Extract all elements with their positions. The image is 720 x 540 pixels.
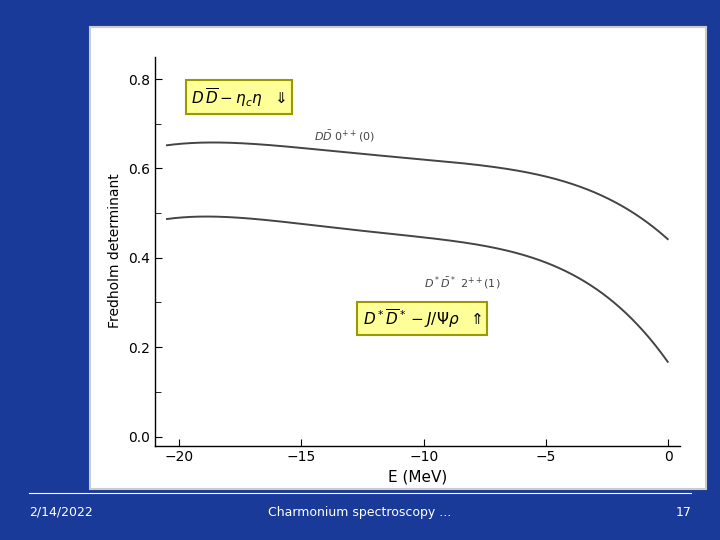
Text: $D\,\overline{D} - \eta_c\eta\ \ \Downarrow$: $D\,\overline{D} - \eta_c\eta\ \ \Downar… bbox=[192, 86, 287, 109]
X-axis label: E (MeV): E (MeV) bbox=[388, 470, 447, 485]
Text: 2/14/2022: 2/14/2022 bbox=[29, 505, 93, 519]
Text: $D\bar{D}\ 0^{++}(0)$: $D\bar{D}\ 0^{++}(0)$ bbox=[314, 129, 375, 144]
Text: $D^*\bar{D}^*\ 2^{++}(1)$: $D^*\bar{D}^*\ 2^{++}(1)$ bbox=[423, 275, 500, 292]
Text: 17: 17 bbox=[675, 505, 691, 519]
Text: $D^*\overline{D}^* - J/\Psi\rho\ \ \Uparrow$: $D^*\overline{D}^* - J/\Psi\rho\ \ \Upar… bbox=[363, 307, 482, 330]
Text: Charmonium spectroscopy ...: Charmonium spectroscopy ... bbox=[269, 505, 451, 519]
Y-axis label: Fredholm determinant: Fredholm determinant bbox=[109, 174, 122, 328]
